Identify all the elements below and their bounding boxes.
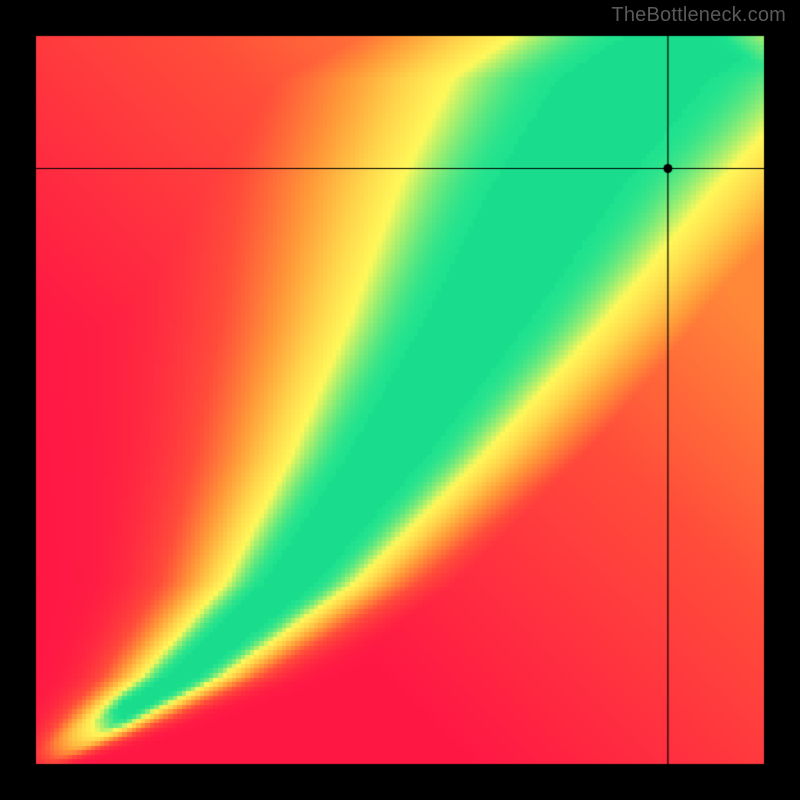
bottleneck-heatmap-canvas [0,0,800,800]
watermark-label: TheBottleneck.com [611,4,786,27]
chart-container: TheBottleneck.com [0,0,800,800]
